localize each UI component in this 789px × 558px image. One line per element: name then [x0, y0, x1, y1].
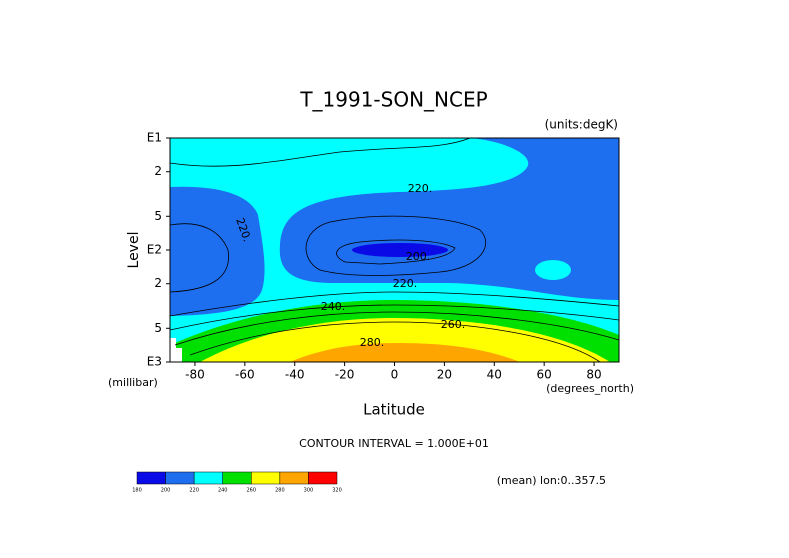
contour-line — [189, 321, 601, 363]
x-tick-label: 0 — [391, 368, 399, 382]
filled-region — [170, 186, 265, 316]
colorbar-box — [279, 471, 309, 485]
contour-line — [169, 223, 229, 293]
colorbar-box — [222, 471, 252, 485]
y-axis-label: Level — [126, 232, 142, 269]
x-tick-label: -60 — [235, 368, 255, 382]
contour-interval: CONTOUR INTERVAL = 1.000E+01 — [299, 437, 489, 450]
colorbar-box — [193, 471, 223, 485]
x-tick-label: 20 — [437, 368, 452, 382]
filled-region — [200, 318, 610, 362]
topography — [170, 338, 182, 362]
colorbar-box — [251, 471, 281, 485]
y-tick-label: E3 — [147, 355, 162, 369]
x-tick-label: -40 — [285, 368, 305, 382]
y-tick-label: 5 — [154, 209, 162, 223]
colorbar-box — [136, 471, 166, 485]
mean-label: (mean) lon:0..357.5 — [497, 474, 606, 487]
contour-line — [169, 291, 620, 317]
contour-label: 220. — [408, 182, 433, 195]
x-tick-label: 40 — [487, 368, 502, 382]
y-tick-label: 2 — [154, 276, 162, 290]
contour-label: 280. — [360, 336, 385, 349]
filled-region — [279, 138, 619, 300]
colorbar-box — [165, 471, 195, 485]
filled-region — [290, 343, 520, 362]
x-tick-label: -20 — [335, 368, 355, 382]
units-label: (units:degK) — [545, 118, 618, 132]
x-axis-label: Latitude — [363, 401, 425, 419]
colorbar-label: 220 — [189, 488, 199, 494]
y-tick-label: 2 — [154, 164, 162, 178]
colorbar-label: 180 — [132, 488, 142, 494]
y-tick-label: E2 — [147, 243, 162, 257]
contour-label: 240. — [321, 300, 346, 313]
contour-line — [305, 215, 486, 276]
contour-line — [169, 304, 620, 331]
x-tick-label: -80 — [185, 368, 205, 382]
x-tick-label: 60 — [537, 368, 552, 382]
colorbar-label: 300 — [304, 488, 314, 494]
contour-field: 220.220.200.220.240.260.280. — [169, 137, 620, 363]
contour-line — [174, 311, 620, 346]
y-tick-label: 5 — [154, 321, 162, 335]
x-tick-label: 80 — [586, 368, 601, 382]
contour-line — [336, 239, 456, 265]
colorbar-label: 320 — [332, 488, 342, 494]
contour-label: 260. — [441, 318, 466, 331]
colorbar-label: 280 — [275, 488, 285, 494]
chart-title: T_1991-SON_NCEP — [299, 88, 487, 112]
filled-region — [535, 260, 571, 280]
contour-line — [169, 137, 471, 167]
colorbar-label: 240 — [218, 488, 228, 494]
contour-label: 200. — [406, 250, 431, 263]
colorbar-label: 200 — [161, 488, 171, 494]
filled-region — [352, 243, 448, 257]
colorbar-label: 260 — [247, 488, 257, 494]
contour-label: 220. — [393, 277, 418, 290]
x-unit-label: (degrees_north) — [546, 382, 634, 395]
colorbar-box — [308, 471, 338, 485]
y-unit-label: (millibar) — [108, 376, 158, 389]
y-tick-label: E1 — [147, 131, 162, 145]
